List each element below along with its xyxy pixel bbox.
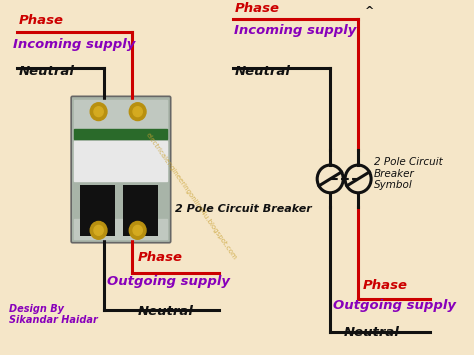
Text: Neutral: Neutral xyxy=(137,305,193,318)
Text: electricalengineeringonline4u.blogspot.com: electricalengineeringonline4u.blogspot.c… xyxy=(144,132,237,261)
Text: Incoming supply: Incoming supply xyxy=(235,23,357,37)
Circle shape xyxy=(90,222,107,239)
Text: 2 Pole Circuit Breaker: 2 Pole Circuit Breaker xyxy=(175,203,311,214)
Circle shape xyxy=(133,225,142,235)
Text: Phase: Phase xyxy=(137,251,182,264)
Text: 2 Pole Circuit
Breaker
Symbol: 2 Pole Circuit Breaker Symbol xyxy=(374,157,443,190)
Bar xyxy=(74,130,167,140)
Text: Design By
Sikandar Haidar: Design By Sikandar Haidar xyxy=(9,304,98,325)
Bar xyxy=(80,185,115,236)
Circle shape xyxy=(94,107,103,116)
Circle shape xyxy=(129,222,146,239)
Circle shape xyxy=(133,107,142,116)
Text: Phase: Phase xyxy=(18,13,64,27)
Text: Neutral: Neutral xyxy=(18,65,74,78)
Text: Outgoing supply: Outgoing supply xyxy=(107,275,230,288)
Text: Phase: Phase xyxy=(363,279,408,292)
FancyBboxPatch shape xyxy=(71,96,171,243)
Bar xyxy=(123,185,158,236)
Text: Outgoing supply: Outgoing supply xyxy=(333,299,456,311)
Text: Phase: Phase xyxy=(235,2,279,15)
Circle shape xyxy=(129,103,146,121)
Text: Neutral: Neutral xyxy=(344,326,400,339)
Text: Incoming supply: Incoming supply xyxy=(13,38,136,51)
Bar xyxy=(74,219,167,239)
Bar xyxy=(74,141,167,181)
Bar xyxy=(74,100,167,130)
Text: ^: ^ xyxy=(365,6,374,16)
Circle shape xyxy=(90,103,107,121)
Circle shape xyxy=(94,225,103,235)
Text: Neutral: Neutral xyxy=(235,65,290,78)
